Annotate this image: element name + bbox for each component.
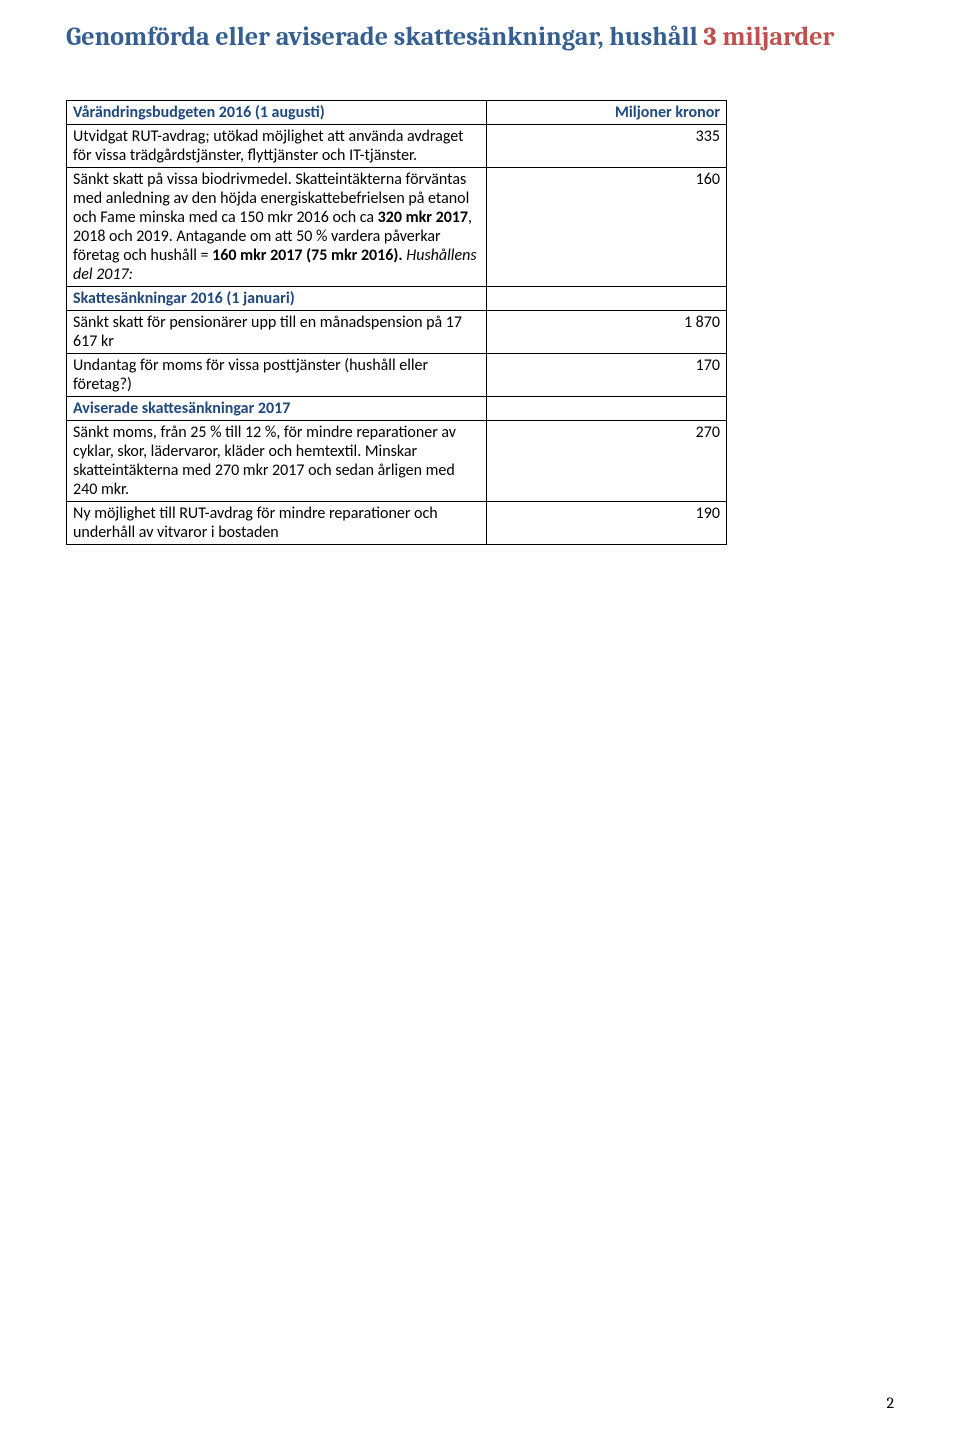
subheading-label: Aviserade skattesänkningar 2017 [73,399,290,418]
table-row: Utvidgat RUT-avdrag; utökad möjlighet at… [67,125,727,168]
title-prefix: Genomförda eller aviserade skattesänknin… [66,22,703,52]
table-cell-value: 190 [487,502,727,545]
table-cell-label: Sänkt skatt för pensionärer upp till en … [67,311,487,354]
table-section-heading: Vårändringsbudgeten 2016 (1 augusti) [67,101,487,125]
title-strong: 3 miljarder [703,22,834,52]
table-cell-value: 160 [487,168,727,287]
page-title: Genomförda eller aviserade skattesänknin… [66,22,894,52]
subheading-label: Skattesänkningar 2016 (1 januari) [73,289,295,308]
table-cell-value: 335 [487,125,727,168]
table-subsection-heading: Aviserade skattesänkningar 2017 [67,397,487,421]
table-row: Sänkt skatt för pensionärer upp till en … [67,311,727,354]
table-row: Sänkt moms, från 25 % till 12 %, för min… [67,421,727,502]
table-row: Sänkt skatt på vissa biodrivmedel. Skatt… [67,168,727,287]
table-cell-label: Sänkt moms, från 25 % till 12 %, för min… [67,421,487,502]
table-cell-label: Sänkt skatt på vissa biodrivmedel. Skatt… [67,168,487,287]
table-row: Skattesänkningar 2016 (1 januari) [67,287,727,311]
page-number: 2 [886,1394,894,1412]
table-cell-value [487,397,727,421]
table-cell-label: Ny möjlighet till RUT-avdrag för mindre … [67,502,487,545]
table-cell-label: Undantag för moms för vissa posttjänster… [67,354,487,397]
table-row: Undantag för moms för vissa posttjänster… [67,354,727,397]
column-header-label: Miljoner kronor [615,103,720,122]
table-row: Aviserade skattesänkningar 2017 [67,397,727,421]
table-column-header: Miljoner kronor [487,101,727,125]
heading-label: Vårändringsbudgeten 2016 (1 augusti) [73,103,325,122]
table-row: Ny möjlighet till RUT-avdrag för mindre … [67,502,727,545]
table-cell-value: 170 [487,354,727,397]
tax-reductions-table: Vårändringsbudgeten 2016 (1 augusti) Milj… [66,100,727,545]
table-cell-value [487,287,727,311]
table-cell-value: 1 870 [487,311,727,354]
table-row: Vårändringsbudgeten 2016 (1 augusti) Milj… [67,101,727,125]
table-cell-label: Utvidgat RUT-avdrag; utökad möjlighet at… [67,125,487,168]
table-subsection-heading: Skattesänkningar 2016 (1 januari) [67,287,487,311]
table-cell-value: 270 [487,421,727,502]
